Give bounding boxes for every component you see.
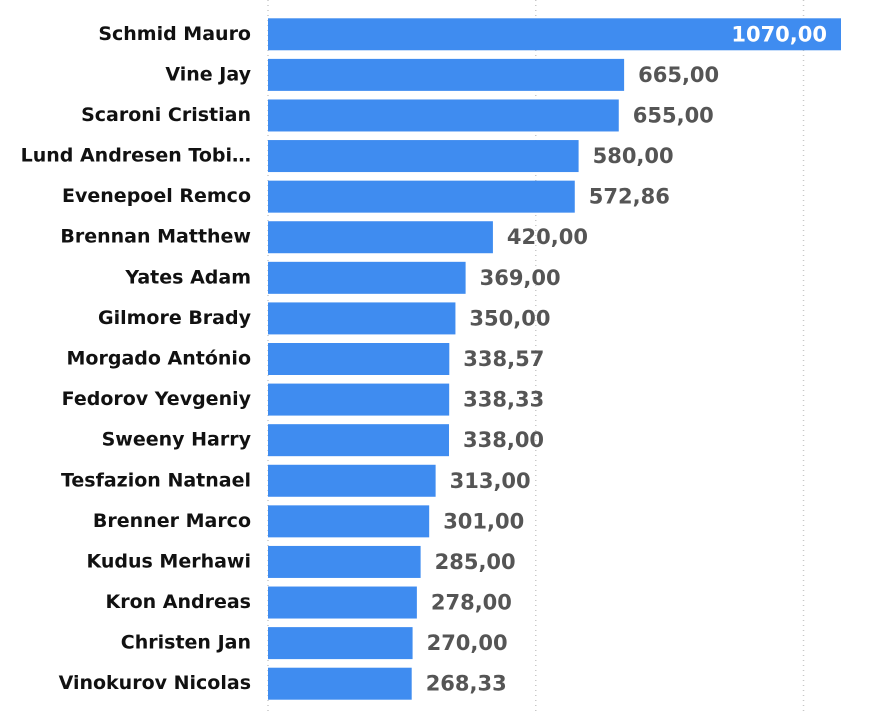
category-label: Fedorov Yevgeniy bbox=[62, 388, 252, 410]
value-label: 350,00 bbox=[469, 306, 550, 330]
value-label: 369,00 bbox=[480, 266, 561, 290]
category-label: Christen Jan bbox=[121, 632, 251, 654]
category-label: Kron Andreas bbox=[105, 591, 251, 613]
value-label: 338,57 bbox=[463, 347, 544, 371]
bar bbox=[268, 18, 841, 51]
bar bbox=[268, 464, 436, 497]
bar bbox=[268, 627, 413, 660]
bar bbox=[268, 343, 450, 375]
bar bbox=[268, 383, 450, 416]
category-label: Evenepoel Remco bbox=[62, 185, 251, 207]
bar bbox=[268, 586, 417, 619]
value-label: 301,00 bbox=[443, 509, 524, 533]
value-label: 420,00 bbox=[507, 225, 588, 249]
value-label: 338,33 bbox=[463, 388, 544, 412]
value-label: 338,00 bbox=[463, 428, 544, 452]
category-label: Schmid Mauro bbox=[98, 23, 251, 45]
category-label: Lund Andresen Tobi… bbox=[21, 145, 251, 167]
value-label: 278,00 bbox=[431, 591, 512, 615]
bar bbox=[268, 221, 493, 254]
value-label: 285,00 bbox=[435, 550, 516, 574]
category-label: Brenner Marco bbox=[93, 510, 251, 532]
bar bbox=[268, 505, 430, 538]
bar bbox=[268, 261, 466, 294]
category-label: Sweeny Harry bbox=[102, 429, 252, 451]
value-label: 1070,00 bbox=[731, 22, 827, 46]
category-label: Vinokurov Nicolas bbox=[59, 672, 251, 694]
bar bbox=[268, 545, 421, 578]
category-label: Morgado António bbox=[67, 348, 251, 370]
bar bbox=[268, 58, 625, 91]
value-label: 572,86 bbox=[589, 185, 670, 209]
bar bbox=[268, 302, 456, 335]
bar bbox=[268, 99, 619, 132]
bar bbox=[268, 424, 450, 457]
category-label: Vine Jay bbox=[165, 63, 251, 85]
category-label: Gilmore Brady bbox=[98, 307, 252, 329]
bar bbox=[268, 180, 575, 213]
category-label: Tesfazion Natnael bbox=[61, 469, 251, 491]
category-label: Kudus Merhawi bbox=[86, 550, 251, 572]
value-label: 655,00 bbox=[633, 103, 714, 127]
value-label: 580,00 bbox=[593, 144, 674, 168]
value-label: 270,00 bbox=[427, 631, 508, 655]
category-label: Brennan Matthew bbox=[60, 226, 251, 248]
bar bbox=[268, 140, 579, 173]
category-label: Yates Adam bbox=[124, 266, 251, 288]
category-label: Scaroni Cristian bbox=[81, 104, 251, 126]
bar bbox=[268, 667, 412, 700]
value-label: 313,00 bbox=[450, 469, 531, 493]
value-label: 268,33 bbox=[426, 672, 507, 696]
value-label: 665,00 bbox=[638, 63, 719, 87]
